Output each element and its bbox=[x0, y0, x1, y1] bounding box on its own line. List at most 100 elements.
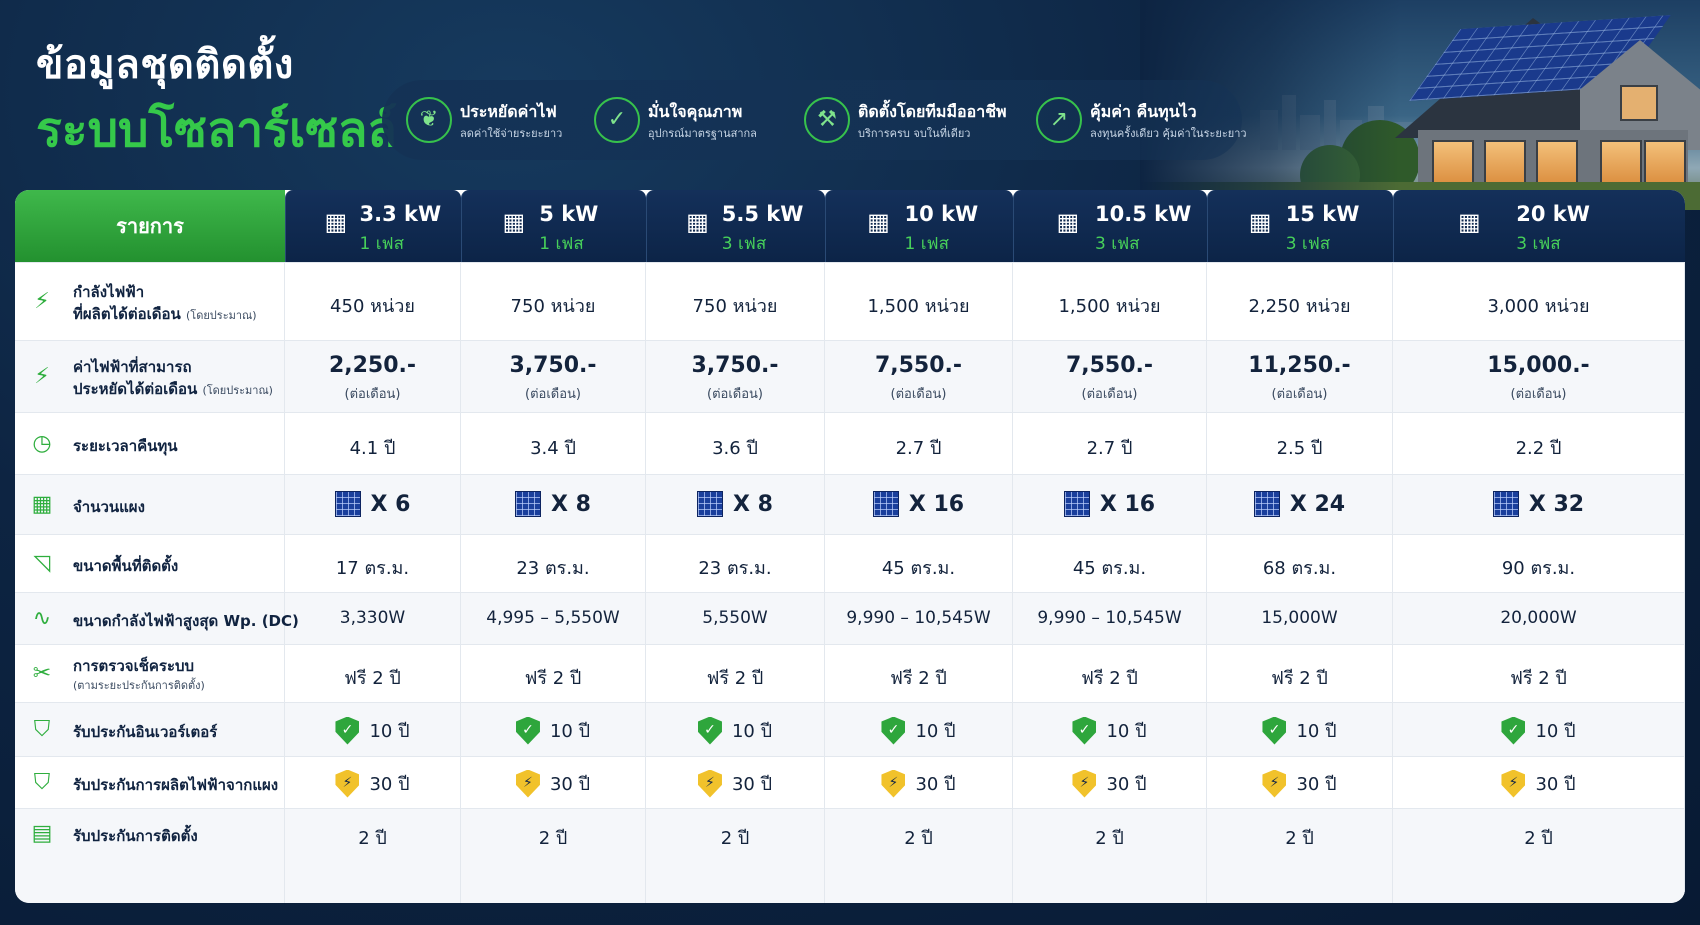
table-cell: 4.1 ปี bbox=[285, 413, 461, 474]
row-label-note: (โดยประมาณ) bbox=[202, 384, 273, 397]
table-cell: 750 หน่วย bbox=[461, 263, 646, 340]
cell-value: 30 ปี bbox=[369, 774, 410, 795]
shield-lightning-icon: ⚡ bbox=[697, 769, 722, 798]
cell-value: 68 ตร.ม. bbox=[1262, 558, 1337, 579]
table-cell: 2.5 ปี bbox=[1207, 413, 1393, 474]
lightning-icon: ⚡ bbox=[34, 364, 50, 389]
specs-table: รายการ ▦ 3.3 kW 1 เฟส ▦ 5 kW 1 เฟส ▦ 5.5 kW 3 เฟ… bbox=[15, 190, 1685, 903]
cell-value: 10 ปี bbox=[1296, 721, 1337, 742]
cell-value: 2 ปี bbox=[1095, 828, 1124, 849]
column-kw: 10.5 kW bbox=[1095, 202, 1192, 226]
cell-value: 2.2 ปี bbox=[1515, 438, 1562, 459]
table-row-panel-output: ⛉ รับประกันการผลิตไฟฟ้าจากแผง ⚡ 30 ปี ⚡ 30 ปี… bbox=[15, 756, 1685, 808]
benefit-subtitle: อุปกรณ์มาตรฐานสากล bbox=[648, 127, 757, 140]
cell-value: 2 ปี bbox=[904, 828, 933, 849]
cell-value: 2.5 ปี bbox=[1276, 438, 1323, 459]
table-cell: 450 หน่วย bbox=[285, 263, 461, 340]
table-row-payback: ◷ ระยะเวลาคืนทุน 4.1 ปี 3.4 ปี 3.6 ปี 2.7 ปี 2… bbox=[15, 412, 1685, 474]
row-label-line2: ที่ผลิตได้ต่อเดือน (โดยประมาณ) bbox=[73, 305, 257, 323]
solar-panel-icon: ▦ bbox=[1248, 208, 1272, 236]
cell-warranty: ⚡ 30 ปี bbox=[646, 769, 824, 798]
cell-value: 20,000W bbox=[1500, 608, 1577, 628]
table-row-installation: ▤ รับประกันการติดตั้ง 2 ปี 2 ปี 2 ปี 2 ปี 2 ปี… bbox=[15, 808, 1685, 903]
solar-panel-icon: ▦ bbox=[31, 492, 53, 517]
table-cell: ✓ 10 ปี bbox=[1207, 703, 1393, 756]
table-cell: 2.7 ปี bbox=[1013, 413, 1207, 474]
cell-value: 17 ตร.ม. bbox=[335, 558, 410, 579]
solar-panel-icon bbox=[697, 491, 724, 517]
cell-unit: (ต่อเดือน) bbox=[1510, 387, 1567, 402]
cell-unit: (ต่อเดือน) bbox=[344, 387, 401, 402]
cell-value: X 16 bbox=[908, 491, 965, 517]
table-cell: 2 ปี bbox=[646, 809, 825, 903]
solar-panel-icon: ▦ bbox=[502, 208, 526, 236]
cell-value: 2 ปี bbox=[1524, 828, 1553, 849]
cell-value: 30 ปี bbox=[1535, 774, 1576, 795]
table-cell: ฟรี 2 ปี bbox=[1013, 645, 1207, 702]
table-cell: 3,750.- (ต่อเดือน) bbox=[646, 341, 825, 412]
row-label: ⛉ รับประกันอินเวอร์เตอร์ bbox=[15, 703, 285, 756]
shield-check-icon: ✓ bbox=[881, 716, 906, 745]
cell-value: 30 ปี bbox=[731, 774, 773, 795]
cell-warranty: ⚡ 30 ปี bbox=[1207, 769, 1392, 798]
benefit-title: คุ้มค่า คืนทุนไว bbox=[1090, 102, 1197, 121]
header-items-label: รายการ bbox=[15, 190, 285, 262]
table-cell: ⚡ 30 ปี bbox=[461, 757, 646, 808]
shield-lightning-icon: ⚡ bbox=[335, 769, 360, 798]
cell-value: X 16 bbox=[1099, 491, 1156, 517]
shield-check-icon: ⛉ bbox=[33, 770, 51, 795]
row-label: ▤ รับประกันการติดตั้ง bbox=[15, 809, 285, 903]
document-check-icon: ▤ bbox=[31, 821, 53, 846]
column-kw: 10 kW bbox=[904, 202, 979, 226]
cell-value: 5,550W bbox=[702, 608, 768, 628]
cell-value: 30 ปี bbox=[1106, 774, 1147, 795]
shield-check-icon: ✓ bbox=[697, 716, 722, 745]
table-cell: 2,250.- (ต่อเดือน) bbox=[285, 341, 461, 412]
row-label: ▦ จำนวนแผง bbox=[15, 475, 285, 534]
cell-warranty: ✓ 10 ปี bbox=[1013, 716, 1206, 745]
table-cell: 17 ตร.ม. bbox=[285, 535, 461, 592]
solar-panel-icon bbox=[1253, 491, 1280, 517]
table-cell: 750 หน่วย bbox=[646, 263, 825, 340]
cell-warranty: ⚡ 30 ปี bbox=[825, 769, 1012, 798]
table-cell: ฟรี 2 ปี bbox=[461, 645, 646, 702]
wrench-icon: ⚒ bbox=[804, 97, 850, 143]
column-header: ▦ 5 kW 1 เฟส bbox=[461, 190, 646, 262]
cell-panels: X 16 bbox=[1013, 491, 1206, 517]
shield-lightning-icon: ⚡ bbox=[1501, 769, 1526, 798]
table-cell: 2,250 หน่วย bbox=[1207, 263, 1393, 340]
cell-value: 750 หน่วย bbox=[692, 296, 778, 317]
column-phase: 1 เฟส bbox=[904, 234, 949, 254]
table-cell: 11,250.- (ต่อเดือน) bbox=[1207, 341, 1393, 412]
table-row-inverter: ⛉ รับประกันอินเวอร์เตอร์ ✓ 10 ปี ✓ 10 ปี ✓ 10 ป… bbox=[15, 702, 1685, 756]
row-label-sub: (ตามระยะประกันการติดตั้ง) bbox=[73, 679, 205, 692]
row-label-note: (โดยประมาณ) bbox=[186, 309, 257, 322]
page-title-line2: ระบบโซลาร์เซลล์ bbox=[36, 102, 397, 158]
row-label-line1: ค่าไฟฟ้าที่สามารถ bbox=[73, 358, 192, 376]
cell-value: ฟรี 2 ปี bbox=[1510, 668, 1567, 689]
solar-panel-icon bbox=[515, 491, 542, 517]
table-row-inspection: ✂ การตรวจเช็คระบบ (ตามระยะประกันการติดตั้ง… bbox=[15, 644, 1685, 702]
table-row-panels: ▦ จำนวนแผง X 6 X 8 X 8 X 16 X 16 X 24 X 32 bbox=[15, 474, 1685, 534]
table-cell: 7,550.- (ต่อเดือน) bbox=[825, 341, 1013, 412]
cell-value: 45 ตร.ม. bbox=[1072, 558, 1147, 579]
column-header: ▦ 15 kW 3 เฟส bbox=[1207, 190, 1393, 262]
table-cell: ⚡ 30 ปี bbox=[825, 757, 1013, 808]
row-label: ⚡ กำลังไฟฟ้า ที่ผลิตได้ต่อเดือน (โดยประมาณ… bbox=[15, 263, 285, 340]
cell-value: 2 ปี bbox=[720, 828, 750, 849]
solar-panel-icon: ▦ bbox=[1458, 208, 1481, 236]
table-cell: 45 ตร.ม. bbox=[1013, 535, 1207, 592]
table-cell: 3,330W bbox=[285, 593, 461, 644]
cell-panels: X 32 bbox=[1393, 491, 1684, 517]
column-kw: 15 kW bbox=[1285, 202, 1360, 226]
table-cell: 3.6 ปี bbox=[646, 413, 825, 474]
cell-value: 2.7 ปี bbox=[1086, 438, 1133, 459]
cell-value: ฟรี 2 ปี bbox=[706, 668, 764, 689]
shield-check-icon: ✓ bbox=[1501, 716, 1526, 745]
column-header: ▦ 10.5 kW 3 เฟส bbox=[1013, 190, 1207, 262]
table-cell: X 8 bbox=[461, 475, 646, 534]
table-cell: 1,500 หน่วย bbox=[825, 263, 1013, 340]
table-cell: X 6 bbox=[285, 475, 461, 534]
table-cell: ฟรี 2 ปี bbox=[1207, 645, 1393, 702]
cell-warranty: ✓ 10 ปี bbox=[646, 716, 824, 745]
